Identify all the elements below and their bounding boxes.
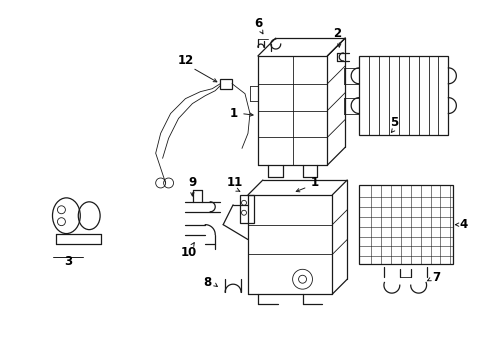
Text: 4: 4 [458, 218, 467, 231]
Text: 1: 1 [310, 176, 318, 189]
Text: 5: 5 [389, 116, 397, 129]
Text: 9: 9 [188, 176, 196, 189]
Bar [358, 185, 452, 264]
Text: 11: 11 [226, 176, 243, 189]
Text: 12: 12 [177, 54, 193, 67]
Text: 3: 3 [64, 255, 72, 268]
Text: 7: 7 [431, 271, 440, 284]
Text: 6: 6 [253, 17, 262, 30]
Bar [240, 195, 253, 223]
Text: 8: 8 [203, 276, 211, 289]
Bar [220, 79, 232, 89]
Bar [358, 56, 447, 135]
Text: 10: 10 [180, 246, 196, 259]
Text: 1: 1 [229, 107, 238, 120]
Text: 2: 2 [332, 27, 341, 40]
